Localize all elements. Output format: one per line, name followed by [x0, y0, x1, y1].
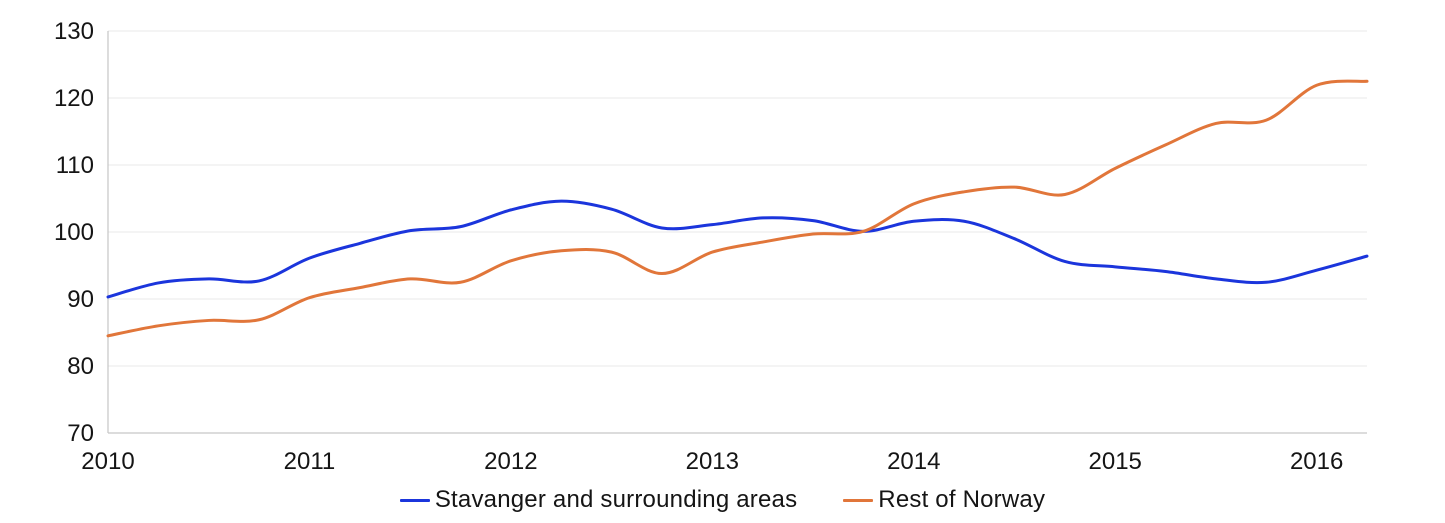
legend-label-rest-of-norway: Rest of Norway	[878, 486, 1046, 513]
x-tick-label-2010: 2010	[81, 448, 134, 475]
y-tick-label-130: 130	[54, 18, 94, 45]
y-tick-label-120: 120	[54, 85, 94, 112]
x-tick-label-2016: 2016	[1290, 448, 1343, 475]
series-line-rest-of-norway	[106, 79, 1369, 338]
legend-line-swatch-orange	[843, 498, 874, 502]
x-tick-label-2014: 2014	[887, 448, 940, 475]
legend: Stavanger and surrounding areas Rest of …	[0, 486, 1445, 514]
y-tick-label-80: 80	[67, 353, 94, 380]
legend-line-swatch-blue	[399, 498, 430, 502]
y-tick-label-70: 70	[67, 420, 94, 447]
plot-area: 70 80 90 100 110 120 130 2010 2011 2012 2013 2014 20…	[54, 18, 1369, 475]
legend-item-stavanger: Stavanger and surrounding areas	[399, 486, 798, 514]
x-tick-label-2012: 2012	[484, 448, 537, 475]
series-line-stavanger	[106, 199, 1369, 299]
y-tick-label-100: 100	[54, 219, 94, 246]
legend-item-rest-of-norway: Rest of Norway	[843, 486, 1045, 514]
y-tick-label-110: 110	[56, 152, 94, 179]
legend-label-stavanger: Stavanger and surrounding areas	[434, 486, 798, 513]
y-tick-label-90: 90	[67, 286, 94, 313]
x-tick-label-2015: 2015	[1089, 448, 1142, 475]
x-tick-label-2011: 2011	[284, 448, 336, 475]
x-tick-label-2013: 2013	[686, 448, 739, 475]
